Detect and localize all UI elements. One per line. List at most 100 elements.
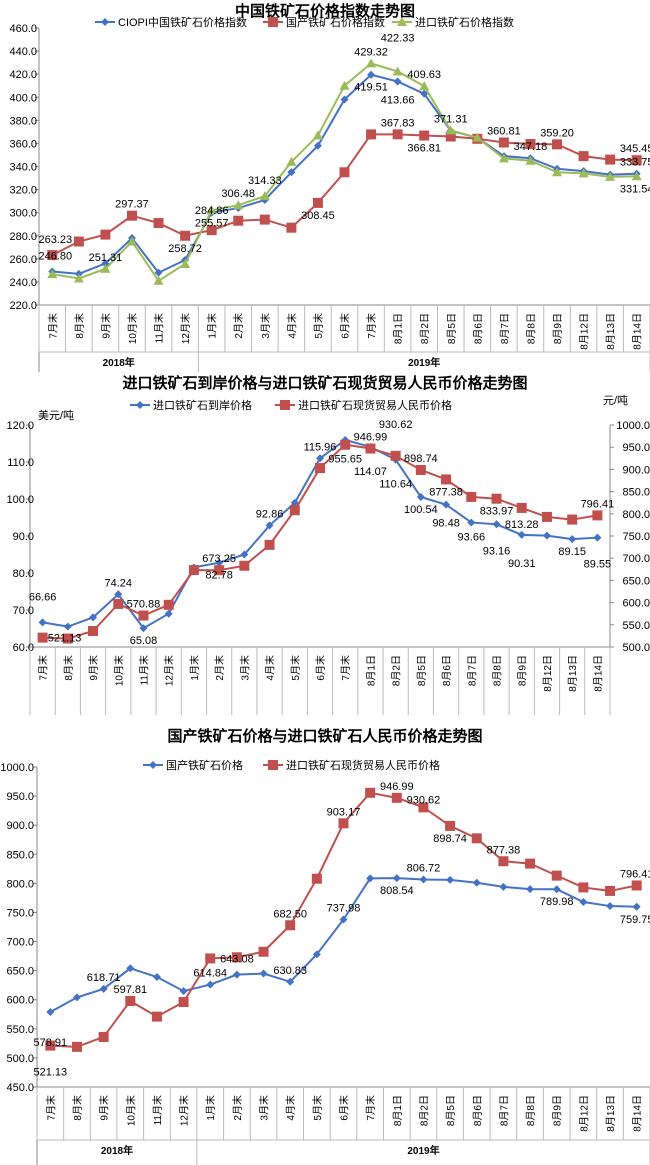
x-tick-label: 8月6日: [472, 1095, 484, 1126]
data-label: 110.64: [379, 479, 412, 491]
data-point: [525, 138, 536, 149]
data-point: [420, 89, 429, 98]
data-point: [179, 987, 188, 996]
data-label: 98.48: [432, 518, 460, 530]
data-point: [390, 450, 401, 461]
x-tick-label: 10月末: [124, 1095, 137, 1126]
y-tick-label: 110.0: [7, 457, 34, 469]
x-tick-label: 8月9日: [552, 313, 564, 344]
data-point: [62, 633, 73, 644]
data-point: [340, 95, 349, 104]
data-point: [392, 129, 403, 140]
data-point: [339, 80, 350, 90]
data-point: [366, 874, 375, 883]
data-label: 314.33: [248, 175, 282, 187]
y-tick-label: 600.0: [6, 995, 34, 1007]
legend-label: 进口铁矿石现货贸易人民币价格: [298, 398, 452, 412]
data-label: 89.15: [558, 546, 586, 558]
data-label: 808.54: [380, 885, 414, 897]
data-point: [206, 980, 215, 989]
y-tick-label: 90.0: [13, 531, 34, 543]
x-tick-label: 9月末: [98, 1095, 111, 1121]
x-tick-label: 3月末: [258, 1095, 271, 1121]
data-point: [113, 598, 124, 609]
legend-label: 进口铁矿石现货贸易人民币价格: [286, 758, 440, 772]
x-tick-label: 8月5日: [416, 655, 428, 686]
x-tick-label: 8月5日: [445, 1095, 457, 1126]
data-label: 92.86: [256, 508, 284, 520]
y-tick-label: 260.0: [9, 254, 37, 266]
series-0: [46, 874, 641, 1016]
data-point: [178, 997, 189, 1008]
x-tick-label: 8月2日: [418, 1095, 430, 1126]
data-label: 673.25: [202, 553, 236, 565]
y-tick-label: 900.0: [6, 820, 34, 832]
data-label: 114.07: [354, 466, 387, 478]
data-label: 331.54: [620, 183, 650, 195]
data-point: [579, 897, 588, 906]
legend-label: 进口铁矿石价格指数: [415, 15, 514, 29]
data-point: [88, 626, 99, 637]
x-tick-label: 8月8日: [525, 313, 537, 344]
x-tick-label: 1月末: [188, 655, 201, 681]
data-point: [100, 263, 111, 273]
data-point: [153, 275, 164, 285]
data-label: 413.66: [381, 94, 415, 106]
data-label: 419.51: [354, 82, 388, 94]
data-point: [517, 530, 526, 539]
y-tick-label: 950.0: [6, 791, 34, 803]
data-point: [419, 130, 430, 141]
x-tick-label: 8月14日: [632, 313, 644, 350]
y-tick-label: 360.0: [9, 138, 37, 150]
data-point: [311, 873, 322, 884]
x-tick-label: 7月末: [37, 655, 50, 681]
y-tick-label: 60.0: [13, 642, 34, 654]
x-tick-label: 8月2日: [419, 313, 431, 344]
data-label: 930.62: [379, 419, 413, 431]
x-tick-label: 8月12日: [579, 313, 591, 350]
x-tick-label: 8月7日: [499, 313, 511, 344]
x-tick-label: 8月13日: [605, 313, 617, 350]
data-point: [340, 439, 351, 450]
data-point: [592, 510, 603, 521]
series-line: [51, 133, 637, 256]
data-point: [472, 132, 483, 142]
series-1: [45, 787, 642, 1052]
data-point: [89, 613, 98, 622]
data-point: [525, 858, 536, 869]
x-tick-label: 4月末: [264, 655, 277, 681]
y-tick-label: 750.0: [6, 907, 34, 919]
data-point: [541, 511, 552, 522]
data-label: 614.84: [193, 968, 227, 980]
data-point: [164, 609, 173, 618]
x-tick-label: 9月末: [87, 655, 100, 681]
data-point: [46, 1007, 55, 1016]
x-tick-label: 8月1日: [393, 313, 405, 344]
data-point: [593, 533, 602, 542]
data-point: [259, 969, 268, 978]
data-point: [392, 66, 403, 76]
data-point: [605, 885, 616, 896]
data-label: 345.45: [620, 143, 650, 155]
legend-marker-icon: [268, 17, 278, 27]
data-point: [441, 474, 452, 485]
year-label: 2019年: [407, 1144, 439, 1157]
y-tick-label: 440.0: [9, 46, 37, 58]
data-point: [366, 129, 377, 140]
data-point: [180, 258, 191, 268]
data-point: [393, 77, 402, 86]
legend-marker-icon: [280, 400, 290, 410]
data-label: 115.96: [304, 441, 337, 453]
x-tick-label: 8月9日: [517, 655, 529, 686]
data-point: [338, 818, 349, 829]
y-tick-label: 320.0: [9, 185, 37, 197]
data-point: [466, 491, 477, 502]
data-point: [233, 215, 244, 226]
data-label: 737.98: [327, 902, 361, 914]
y-tick-label: 850.0: [6, 849, 34, 861]
data-label: 367.83: [381, 117, 415, 129]
x-tick-label: 8月9日: [552, 1095, 564, 1126]
data-label: 66.66: [29, 591, 57, 603]
data-label: 90.31: [508, 558, 536, 570]
data-label: 806.72: [407, 862, 441, 874]
